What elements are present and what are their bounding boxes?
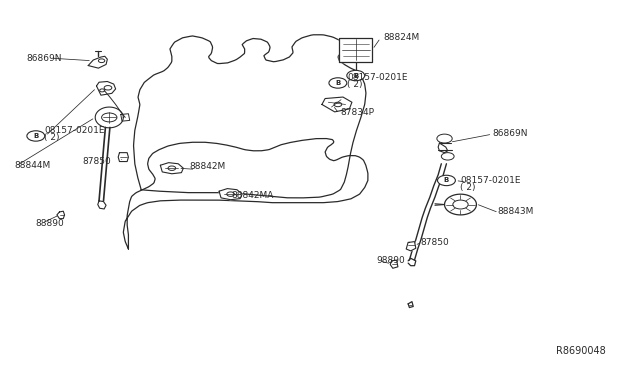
Circle shape: [438, 175, 456, 186]
Polygon shape: [57, 211, 65, 219]
Text: 08157-0201E: 08157-0201E: [44, 126, 104, 135]
Text: 08157-0201E: 08157-0201E: [348, 73, 408, 82]
Text: 88824M: 88824M: [384, 33, 420, 42]
Polygon shape: [121, 114, 130, 121]
Text: ( 2): ( 2): [44, 133, 60, 142]
Polygon shape: [339, 38, 372, 62]
Polygon shape: [97, 81, 116, 95]
Text: ( 2): ( 2): [461, 183, 476, 192]
Polygon shape: [322, 97, 352, 112]
Polygon shape: [88, 56, 108, 68]
Text: 87834P: 87834P: [340, 108, 374, 117]
Text: B: B: [33, 133, 38, 139]
Text: B: B: [335, 80, 340, 86]
Text: ( 2): ( 2): [348, 80, 363, 89]
Text: 88844M: 88844M: [15, 161, 51, 170]
Polygon shape: [390, 260, 398, 268]
Polygon shape: [219, 189, 242, 200]
Polygon shape: [161, 163, 183, 174]
Text: 88890: 88890: [36, 219, 65, 228]
Text: 87850: 87850: [420, 238, 449, 247]
Text: 88843M: 88843M: [497, 208, 534, 217]
Circle shape: [347, 70, 365, 81]
Text: R8690048: R8690048: [556, 346, 606, 356]
Polygon shape: [118, 153, 129, 161]
Polygon shape: [95, 107, 124, 128]
Text: 08157-0201E: 08157-0201E: [461, 176, 521, 185]
Text: 98890: 98890: [376, 256, 405, 265]
Text: B: B: [444, 177, 449, 183]
Text: B: B: [353, 73, 358, 78]
Text: 86869N: 86869N: [26, 54, 61, 62]
Text: 86869N: 86869N: [492, 129, 528, 138]
Polygon shape: [406, 241, 416, 251]
Text: 87850: 87850: [83, 157, 111, 166]
Text: 88842M: 88842M: [189, 162, 225, 171]
Circle shape: [329, 78, 347, 88]
Polygon shape: [445, 194, 476, 215]
Text: 88842MA: 88842MA: [232, 191, 275, 200]
Circle shape: [27, 131, 45, 141]
